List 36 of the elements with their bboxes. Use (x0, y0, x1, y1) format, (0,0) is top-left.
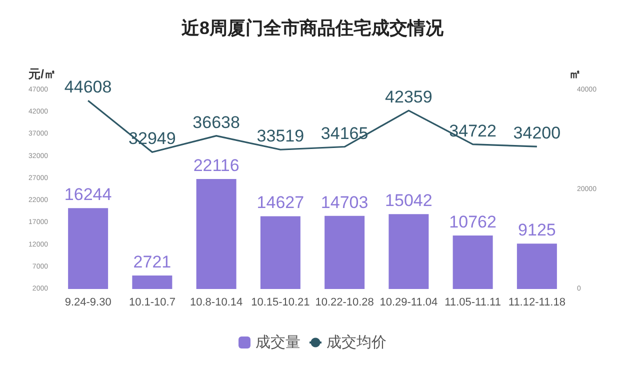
legend-label: 成交均价 (326, 334, 386, 351)
data-label: 2721 (133, 252, 172, 272)
bar (196, 178, 236, 289)
bar (132, 275, 172, 289)
data-label: 36638 (192, 112, 240, 132)
data-label: 42359 (385, 88, 432, 107)
data-label: 16244 (64, 185, 112, 204)
x-tick-label: 10.22-10.28 (315, 296, 374, 308)
data-label: 14627 (256, 193, 304, 212)
x-tick-label: 10.15-10.21 (251, 296, 310, 308)
data-label: 14703 (320, 192, 368, 212)
bar (388, 214, 429, 289)
bar (516, 244, 557, 289)
x-tick-label: 10.8-10.14 (190, 296, 243, 308)
data-label: 22116 (193, 156, 240, 175)
data-label: 34722 (449, 121, 496, 140)
data-label: 33519 (256, 126, 304, 146)
bar (68, 208, 108, 289)
data-label: 44608 (64, 78, 112, 97)
y2-axis-title: ㎡ (569, 67, 581, 81)
bar (324, 216, 365, 289)
data-label: 15042 (385, 191, 432, 210)
x-tick-label: 11.05-11.11 (444, 296, 501, 308)
y-axis-title: 元/㎡ (28, 67, 56, 81)
x-tick-label: 10.1-10.7 (128, 296, 176, 308)
data-label: 34200 (513, 124, 561, 143)
bar (260, 216, 300, 289)
legend-label: 成交量 (256, 334, 300, 351)
bar (452, 235, 493, 289)
chart-title: 近8周厦门全市商品住宅成交情况 (180, 18, 445, 38)
data-label: 34165 (320, 124, 368, 143)
x-tick-label: 11.12-11.18 (508, 296, 566, 308)
data-label: 10762 (449, 212, 496, 232)
data-label: 9125 (518, 220, 556, 240)
x-tick-label: 9.24-9.30 (64, 296, 112, 308)
x-tick-label: 10.29-11.04 (380, 296, 438, 308)
